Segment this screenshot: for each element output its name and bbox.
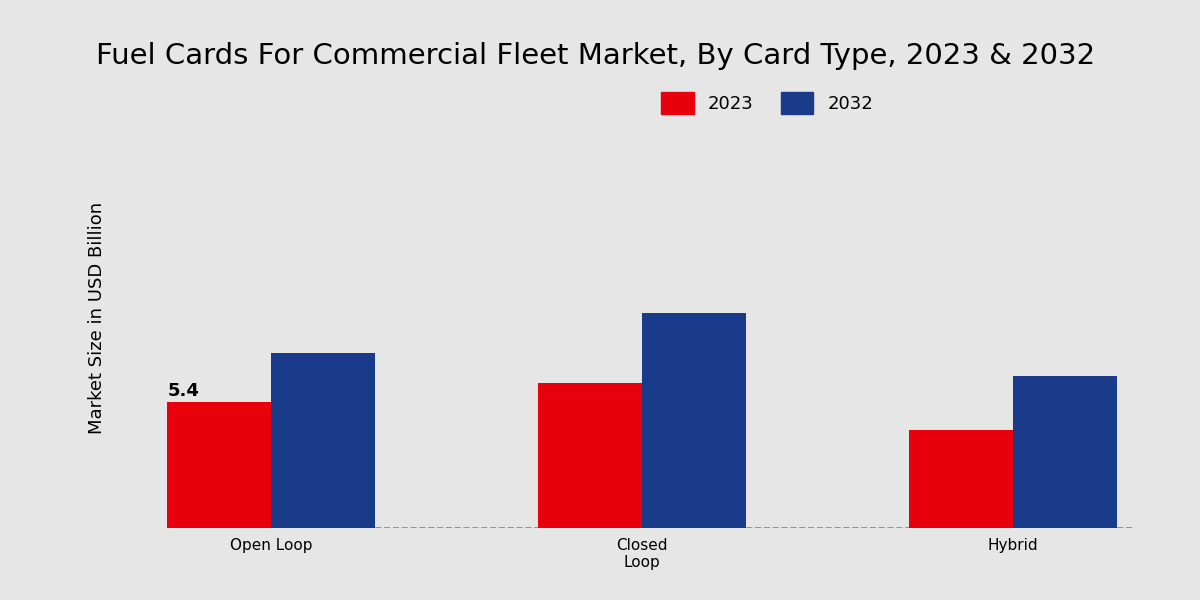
Legend: 2023, 2032: 2023, 2032: [652, 83, 882, 124]
Text: 5.4: 5.4: [168, 382, 199, 400]
Bar: [168, 402, 271, 528]
Bar: [271, 353, 376, 528]
Text: Fuel Cards For Commercial Fleet Market, By Card Type, 2023 & 2032: Fuel Cards For Commercial Fleet Market, …: [96, 42, 1096, 70]
Bar: [538, 383, 642, 528]
Bar: [908, 430, 1013, 528]
Bar: [642, 313, 746, 528]
Bar: [1013, 376, 1116, 528]
Y-axis label: Market Size in USD Billion: Market Size in USD Billion: [88, 202, 106, 434]
